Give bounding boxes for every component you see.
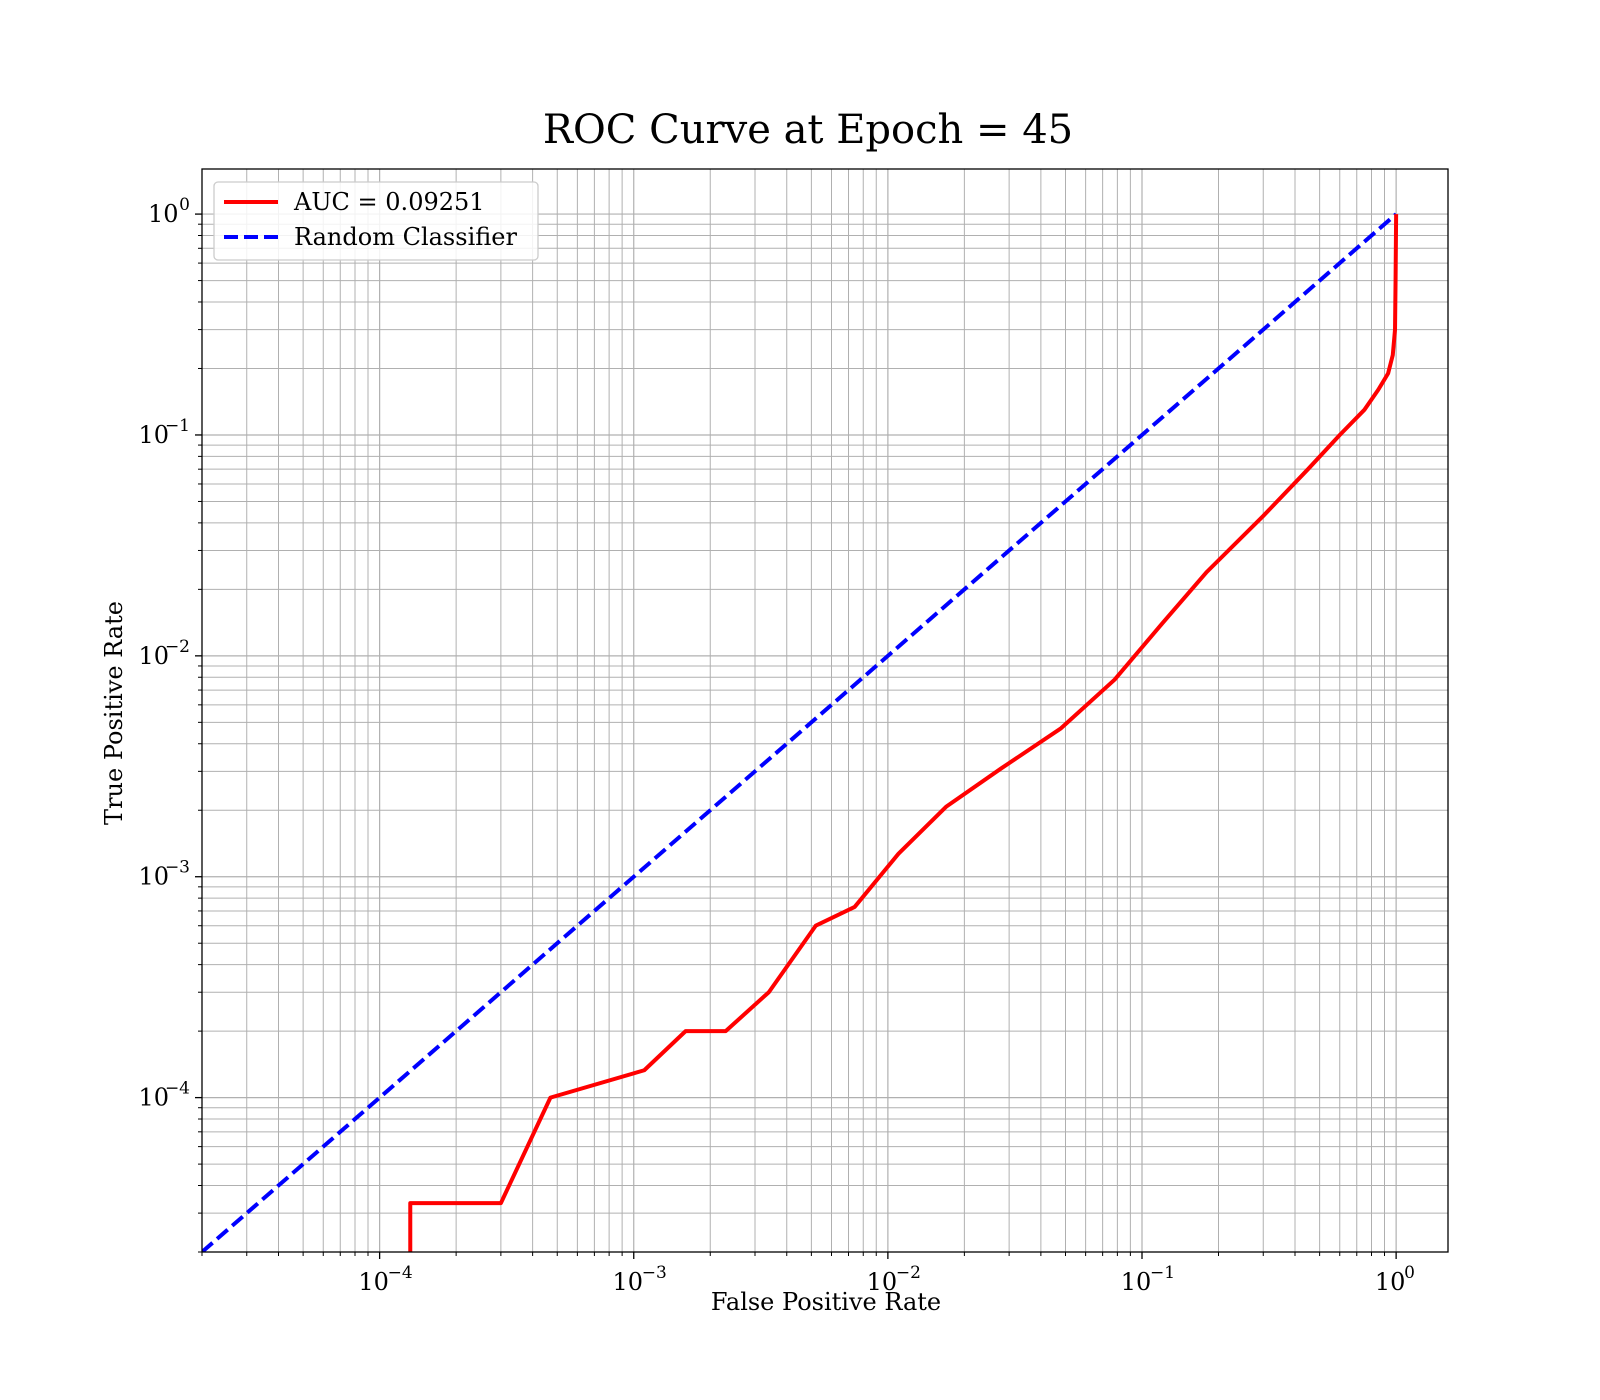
y-tick-exponent: −1 bbox=[165, 416, 190, 436]
y-tick-exponent: −2 bbox=[165, 637, 190, 657]
series-line-auc bbox=[408, 214, 1399, 1252]
x-tick-base: 10 bbox=[1375, 1268, 1406, 1296]
y-tick-base: 10 bbox=[138, 421, 169, 449]
series-line-random-classifier bbox=[202, 212, 1398, 1252]
x-axis-label: False Positive Rate bbox=[711, 1288, 941, 1316]
x-tick-label: 100 bbox=[1375, 1263, 1415, 1296]
y-tick-label: 010 bbox=[148, 195, 190, 228]
x-tick-base: 10 bbox=[1121, 1268, 1152, 1296]
x-tick-label: 10−1 bbox=[1121, 1263, 1175, 1296]
y-tick-base: 10 bbox=[138, 642, 169, 670]
y-tick-label: −310 bbox=[138, 858, 190, 891]
x-tick-exponent: 0 bbox=[1404, 1263, 1415, 1283]
x-tick-exponent: −2 bbox=[896, 1263, 921, 1283]
series-lines bbox=[202, 212, 1399, 1252]
y-axis-label: True Positive Rate bbox=[100, 601, 128, 825]
x-tick-label: 10−2 bbox=[867, 1263, 921, 1296]
x-tick-base: 10 bbox=[612, 1268, 643, 1296]
y-tick-label: −410 bbox=[138, 1079, 190, 1112]
y-tick-base: 10 bbox=[148, 200, 179, 228]
x-tick-exponent: −4 bbox=[388, 1263, 413, 1283]
plot-frame bbox=[201, 168, 1449, 1253]
x-tick-label: 10−3 bbox=[612, 1263, 666, 1296]
x-tick-exponent: −3 bbox=[642, 1263, 667, 1283]
x-tick-base: 10 bbox=[358, 1268, 389, 1296]
legend-label-auc: AUC = 0.09251 bbox=[293, 188, 485, 216]
y-tick-base: 10 bbox=[138, 1084, 169, 1112]
y-tick-base: 10 bbox=[138, 863, 169, 891]
y-tick-label: −210 bbox=[138, 637, 190, 670]
legend: AUC = 0.09251 Random Classifier bbox=[213, 181, 539, 261]
x-tick-base: 10 bbox=[867, 1268, 898, 1296]
chart-title: ROC Curve at Epoch = 45 bbox=[543, 107, 1073, 153]
grid-lines bbox=[201, 169, 1448, 1253]
x-tick-exponent: −1 bbox=[1150, 1263, 1175, 1283]
y-tick-exponent: 0 bbox=[179, 195, 190, 215]
y-tick-label: −110 bbox=[138, 416, 190, 449]
y-tick-exponent: −3 bbox=[165, 858, 190, 878]
legend-label-random: Random Classifier bbox=[294, 223, 517, 251]
y-tick-exponent: −4 bbox=[165, 1079, 190, 1099]
x-tick-label: 10−4 bbox=[358, 1263, 412, 1296]
legend-box bbox=[213, 181, 539, 261]
